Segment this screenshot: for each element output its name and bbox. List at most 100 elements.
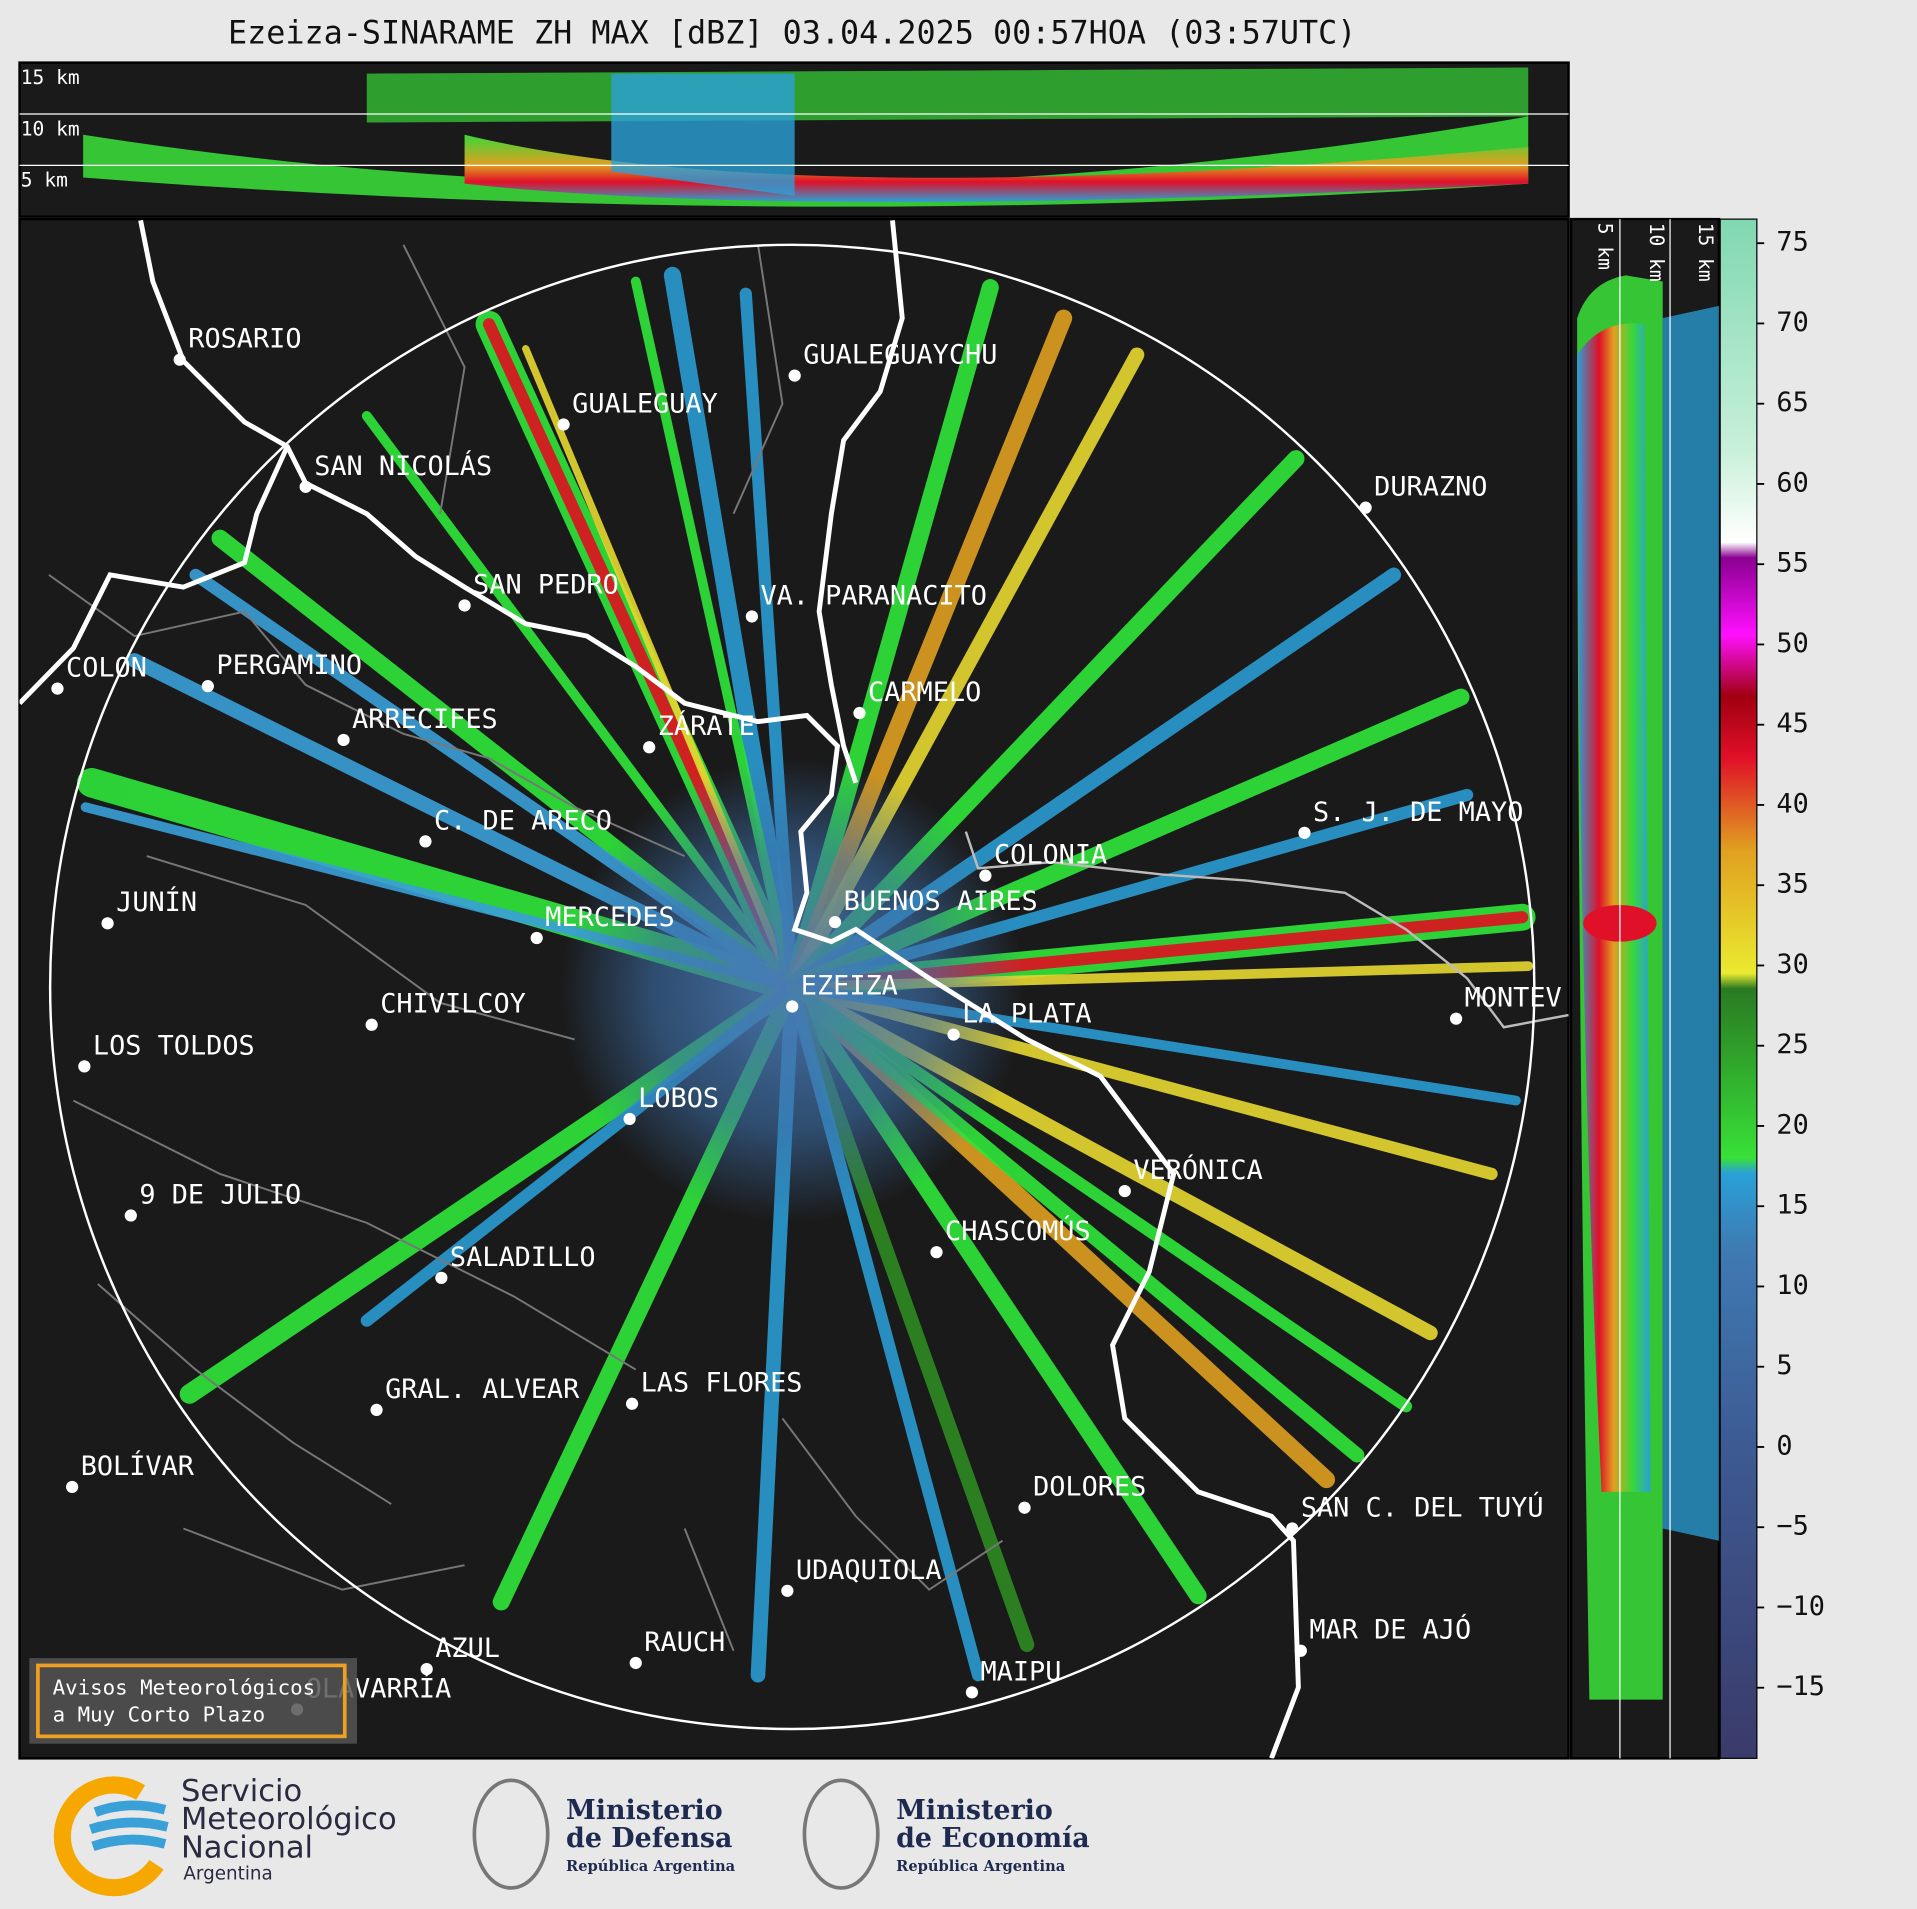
logo-text: República Argentina [896,1858,1066,1875]
city-dot [623,1112,636,1126]
colorbar-tick-label: 55 [1776,548,1808,579]
city-label: CHIVILCOY [380,989,526,1020]
height-label: 10 km [21,117,80,140]
colorbar-tick-label: 65 [1776,387,1808,418]
defensa-logo: Ministerio de Defensa República Argentin… [472,1778,736,1890]
height-label: 5 km [1594,223,1617,270]
logo-text: Meteorológico [181,1802,397,1837]
city-dot [78,1060,91,1073]
city-dot [299,480,312,493]
logo-text: Servicio [181,1774,302,1809]
city-dot [965,1686,979,1699]
map-layer: ROSARIO GUALEGUAYCHU GUALEGUAY SAN NICOLÁS D… [19,219,1569,1759]
colorbar-tick-label: 60 [1776,467,1808,498]
city-dot [781,1584,794,1597]
city-label: COLONIA [994,840,1107,871]
city-label: DOLORES [1033,1472,1146,1503]
logo-text: Ministerio [566,1795,723,1826]
height-label: 5 km [21,169,68,192]
city-dot [786,1000,799,1013]
city-dot [1118,1184,1131,1198]
height-label: 15 km [1694,223,1717,282]
city-dot [530,931,543,945]
city-label: C. DE ARECO [434,805,612,836]
city-dot [51,682,64,695]
logo-text: de Economía [896,1823,1090,1854]
city-dot [625,1397,639,1410]
city-dot [643,741,656,754]
city-dot [1449,1012,1463,1025]
colorbar-tick-label: 25 [1776,1029,1808,1060]
city-dot [458,599,471,612]
city-label: COLON [66,653,147,684]
city-label: MAR DE AJÓ [1309,1614,1471,1646]
city-label: S. J. DE MAYO [1313,797,1523,828]
city-dot [1286,1522,1299,1535]
city-dot [979,869,992,882]
colorbar-tick-label: 70 [1776,307,1808,338]
colorbar-tick-label: 40 [1776,788,1808,819]
city-label: JUNÍN [116,886,197,918]
economia-logo: Ministerio de Economía República Argenti… [802,1778,1090,1890]
city-label: BUENOS AIRES [844,886,1038,917]
city-label: VA. PARANACITO [760,580,987,611]
city-label: VERÓNICA [1133,1154,1262,1186]
logo-text: Ministerio [896,1795,1053,1826]
coastline [138,219,1301,1759]
warning-text: a Muy Corto Plazo [53,1703,266,1727]
city-dot [557,418,570,431]
border [816,220,905,784]
colorbar-tick-label: 45 [1776,708,1808,739]
city-dot [201,680,214,693]
height-label: 15 km [21,66,80,89]
city-label: CHASCOMÚS [945,1215,1091,1247]
city-label: ZÁRATE [658,710,755,742]
city-label: AZUL [435,1633,500,1664]
city-label: BOLÍVAR [81,1450,195,1482]
warning-box [36,1663,347,1739]
city-label: LOS TOLDOS [93,1030,255,1061]
city-label: ROSARIO [188,324,301,355]
city-dot [173,353,186,366]
city-label: SAN NICOLÁS [314,450,492,482]
city-dot [930,1246,943,1259]
city-dot [337,733,350,747]
city-label: CARMELO [868,677,981,708]
warning-text: Avisos Meteorológicos [53,1676,316,1700]
city-label: MONTEV [1465,983,1562,1014]
city-label: MAIPU [981,1656,1062,1687]
city-label: PERGAMINO [216,650,362,681]
city-dot [66,1480,79,1494]
city-label: DURAZNO [1374,472,1487,503]
colorbar-tick-label: 35 [1776,869,1808,900]
admin-boundaries [48,244,1004,1652]
colorbar-tick-label: 0 [1776,1430,1792,1461]
smn-logo: Servicio Meteorológico Nacional Argentin… [53,1774,397,1897]
logo-text: República Argentina [566,1858,736,1875]
colorbar-tick-label: 20 [1776,1109,1808,1140]
city-dot [124,1209,137,1222]
city-dot [853,706,866,720]
city-label: SAN PEDRO [473,569,619,600]
city-dot [788,369,801,382]
colorbar-tick-label: 5 [1776,1350,1792,1381]
city-dot [629,1656,642,1670]
range-ring [48,243,1536,1731]
colorbar-tick-label: 15 [1776,1190,1808,1221]
border [19,445,290,705]
coastline [1246,879,1569,1029]
city-label: LAS FLORES [641,1368,803,1399]
city-label: ARRECIFES [352,704,498,735]
city-dot [365,1018,378,1031]
side-echo [1577,275,1719,1700]
city-dot [1294,1644,1307,1657]
logo-text: Argentina [183,1863,272,1884]
colorbar-tick-label: −15 [1776,1671,1825,1702]
city-dot [420,1662,433,1676]
city-label: SALADILLO [450,1242,596,1273]
colorbar-tick-label: 30 [1776,949,1808,980]
height-label: 10 km [1645,223,1668,282]
